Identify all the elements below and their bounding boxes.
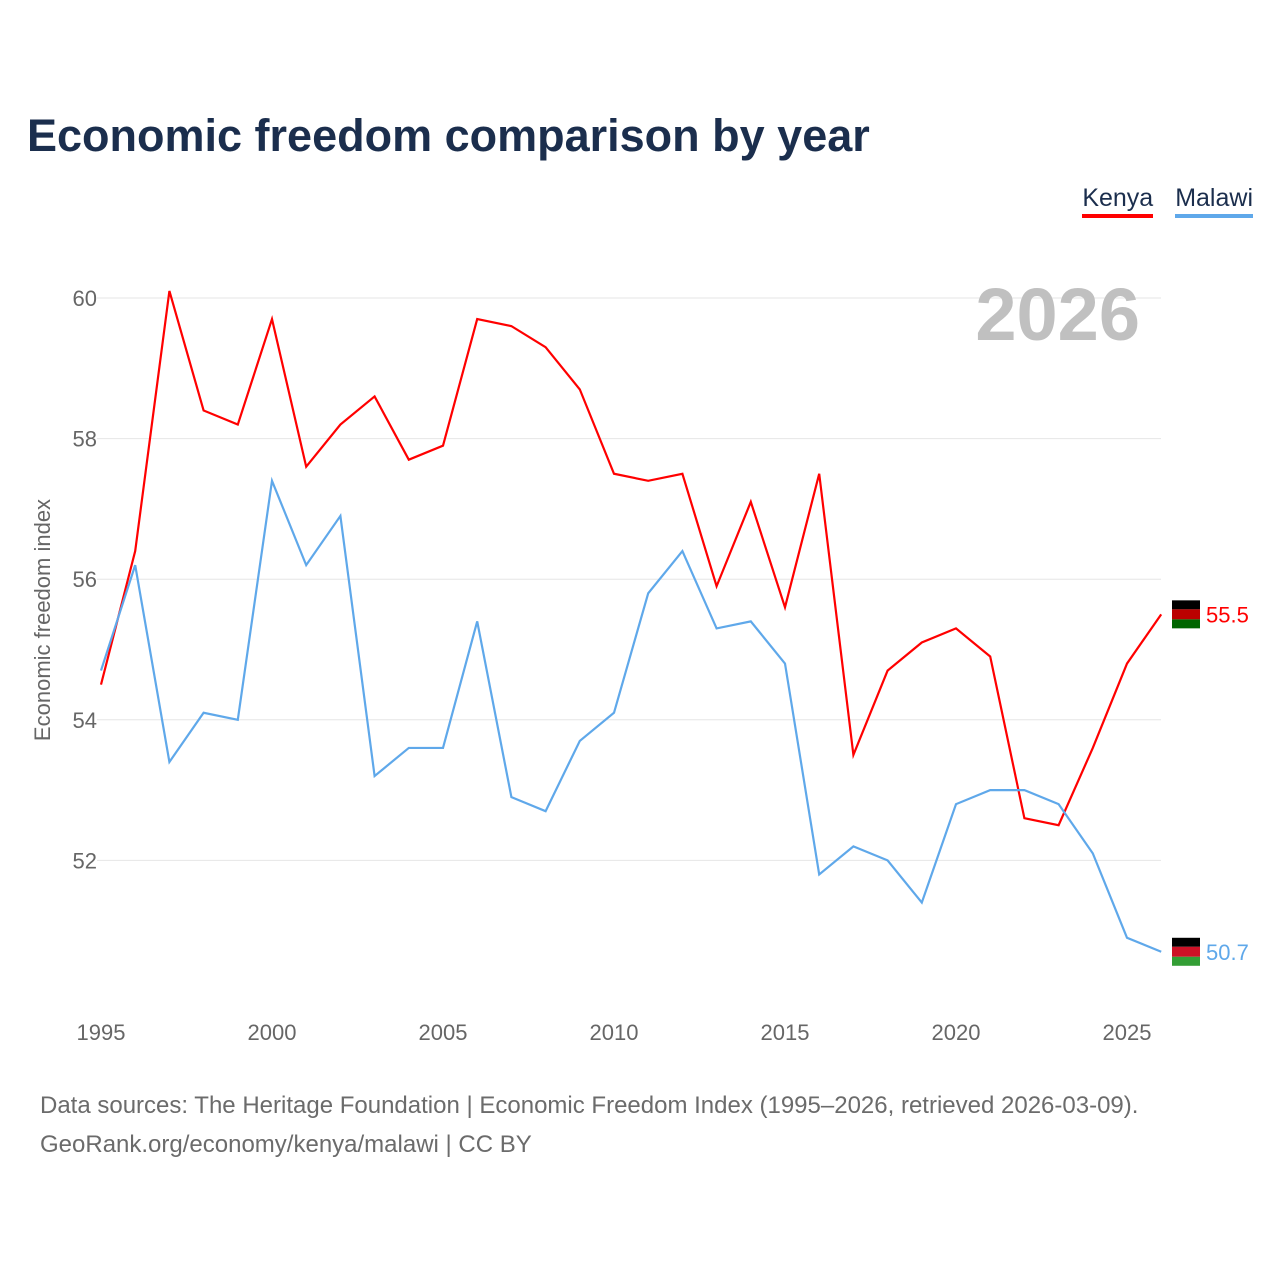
x-tick-label: 2000 xyxy=(248,1020,297,1045)
legend-malawi[interactable]: Malawi xyxy=(1175,184,1253,218)
legend-kenya[interactable]: Kenya xyxy=(1082,184,1154,218)
series-line-malawi xyxy=(99,476,1162,953)
y-tick-label: 58 xyxy=(73,427,97,452)
x-tick-label: 2020 xyxy=(932,1020,981,1045)
flag-stripe xyxy=(1172,937,1200,947)
end-value-label: 55.5 xyxy=(1206,602,1249,627)
flag-stripe xyxy=(1172,609,1200,620)
source-text: Data sources: The Heritage Foundation | … xyxy=(40,1092,1139,1119)
year-label: 2026 xyxy=(975,273,1140,356)
flag-icon-malawi xyxy=(1172,937,1200,966)
x-tick-label: 2015 xyxy=(761,1020,810,1045)
x-tick-label: 2025 xyxy=(1103,1020,1152,1045)
x-tick-label: 2005 xyxy=(419,1020,468,1045)
y-tick-label: 60 xyxy=(73,286,97,311)
attribution-link[interactable]: GeoRank.org/economy/kenya/malawi | CC BY xyxy=(40,1131,532,1158)
flag-stripe xyxy=(1172,946,1200,957)
end-value-label: 50.7 xyxy=(1206,940,1249,965)
y-tick-label: 52 xyxy=(73,848,97,873)
y-tick-label: 54 xyxy=(73,708,97,733)
flag-stripe xyxy=(1172,600,1200,610)
flag-stripe xyxy=(1172,619,1200,629)
legend: Kenya Malawi xyxy=(1082,184,1253,218)
chart-title: Economic freedom comparison by year xyxy=(27,110,870,161)
x-tick-label: 2010 xyxy=(590,1020,639,1045)
y-tick-label: 56 xyxy=(73,567,97,592)
series-line-kenya xyxy=(99,290,1163,827)
flag-icon-kenya xyxy=(1172,600,1200,629)
line-chart: 52 54 56 58 60 1995 2000 2005 2010 2015 2020 2025 Ec… xyxy=(30,273,1249,1045)
x-tick-label: 1995 xyxy=(77,1020,126,1045)
footer: Data sources: The Heritage Foundation | … xyxy=(40,1086,1138,1164)
flag-stripe xyxy=(1172,956,1200,966)
y-axis-label: Economic freedom index xyxy=(30,499,55,741)
